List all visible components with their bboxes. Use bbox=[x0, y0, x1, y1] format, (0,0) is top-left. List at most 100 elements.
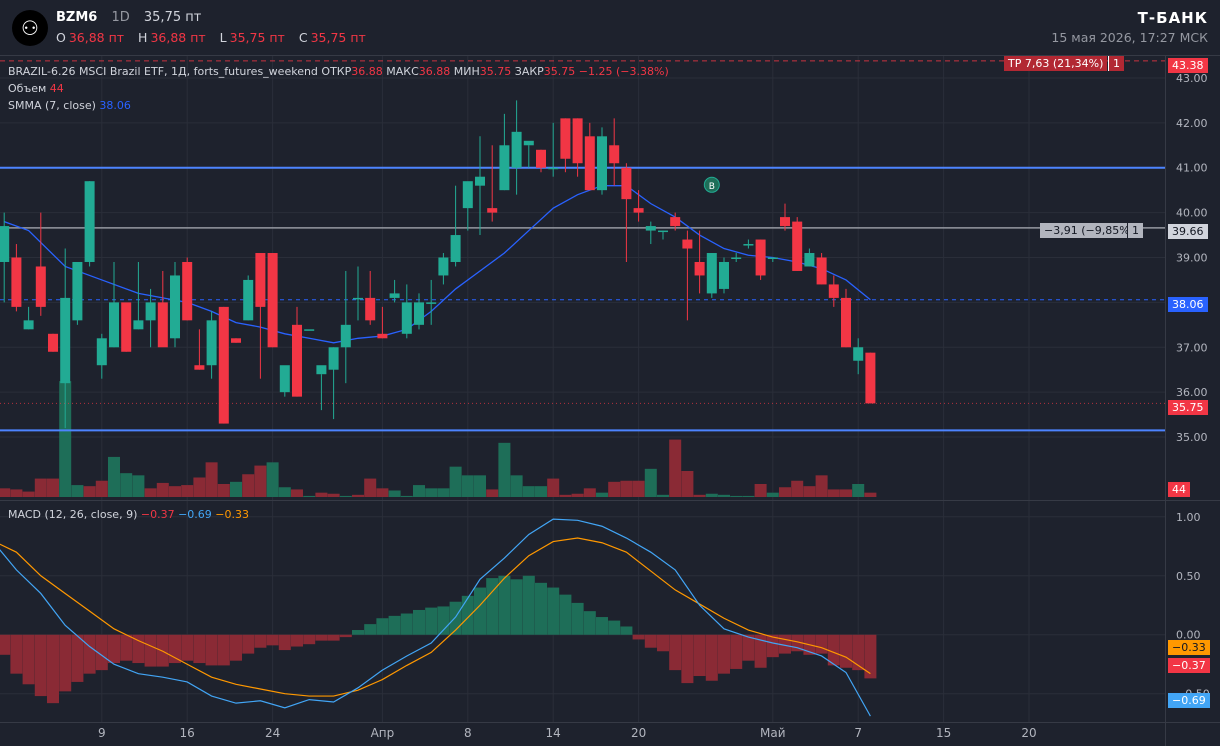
interval-label[interactable]: 1D bbox=[111, 10, 130, 25]
volume-bar bbox=[596, 492, 608, 497]
candle-body bbox=[780, 217, 790, 227]
volume-bar bbox=[583, 488, 596, 497]
ticker-symbol[interactable]: BZM6 bbox=[56, 10, 98, 25]
volume-bar bbox=[242, 474, 255, 497]
volume-bar bbox=[669, 439, 682, 497]
candle-body bbox=[719, 261, 729, 289]
price-tick-label: 39.00 bbox=[1176, 252, 1208, 265]
instrument-legend[interactable]: BRAZIL-6.26 MSCI Brazil ETF, 1Д, forts_f… bbox=[8, 65, 669, 78]
macd-histogram-bar bbox=[766, 634, 779, 658]
macd-histogram-bar bbox=[669, 634, 682, 671]
volume-bar bbox=[0, 488, 11, 497]
candle-body bbox=[462, 181, 473, 209]
candle-body bbox=[499, 145, 510, 191]
volume-bar bbox=[608, 481, 621, 497]
candle-body bbox=[84, 181, 95, 262]
change-value: −1.25 (−3.38%) bbox=[578, 65, 669, 78]
candle-body bbox=[658, 230, 668, 233]
macd-histogram-bar bbox=[461, 595, 474, 635]
volume-bar bbox=[718, 494, 730, 497]
candle-body bbox=[231, 338, 241, 343]
candle-body bbox=[96, 338, 107, 366]
macd-legend[interactable]: MACD (12, 26, close, 9) −0.37 −0.69 −0.3… bbox=[8, 508, 249, 521]
candle-body bbox=[621, 167, 632, 200]
macd-tick-label: 1.00 bbox=[1176, 511, 1201, 524]
macd-histogram-bar bbox=[498, 575, 511, 635]
candle-body bbox=[292, 324, 302, 397]
close-label: ЗАКР bbox=[514, 65, 544, 78]
position-badge[interactable]: −3,91 (−9,85%) bbox=[1040, 223, 1138, 238]
figure-icon: ⚇ bbox=[21, 16, 39, 40]
tp-count-badge[interactable]: 1 bbox=[1108, 56, 1124, 71]
open-label: ОТКР bbox=[321, 65, 352, 78]
volume-bar bbox=[364, 478, 377, 497]
volume-bar bbox=[217, 484, 230, 497]
volume-bar bbox=[352, 494, 364, 497]
volume-bar bbox=[547, 478, 560, 497]
ohlc-line: О 36,88 пт Н 36,88 пт L 35,75 пт C 35,75 пт bbox=[56, 30, 376, 45]
volume-bar bbox=[571, 493, 584, 497]
volume-bar bbox=[754, 484, 767, 497]
volume-bar bbox=[47, 478, 59, 497]
macd-histogram-bar bbox=[181, 634, 194, 661]
volume-bar bbox=[632, 480, 645, 497]
volume-bar bbox=[498, 442, 511, 497]
price-tick-label: 40.00 bbox=[1176, 207, 1208, 220]
candle-body bbox=[414, 302, 424, 325]
macd-histogram-bar bbox=[742, 634, 755, 661]
volume-bar bbox=[705, 493, 718, 497]
volume-bar bbox=[169, 486, 181, 497]
macd-histogram-bar bbox=[108, 634, 120, 664]
candle-body bbox=[731, 257, 742, 259]
macd-histogram-bar bbox=[352, 630, 364, 635]
volume-bar bbox=[486, 489, 499, 497]
macd-hist-legend-value: −0.37 bbox=[140, 508, 175, 521]
volume-bar bbox=[840, 489, 852, 497]
tp-badge[interactable]: TP 7,63 (21,34%) bbox=[1004, 56, 1108, 71]
time-tick-label: 14 bbox=[546, 726, 561, 740]
macd-histogram-bar bbox=[730, 634, 743, 669]
volume-bar bbox=[400, 495, 413, 497]
time-tick-label: 20 bbox=[631, 726, 646, 740]
low-value: 35,75 пт bbox=[229, 30, 285, 45]
volume-bar bbox=[644, 468, 657, 497]
candle-body bbox=[170, 275, 180, 339]
candle-body bbox=[35, 266, 46, 307]
macd-histogram-bar bbox=[535, 582, 547, 635]
candle-body bbox=[487, 208, 498, 213]
close-key: C bbox=[298, 30, 308, 45]
volume-bar bbox=[34, 478, 47, 497]
volume-bar bbox=[803, 486, 816, 497]
volume-bar bbox=[559, 494, 572, 497]
volume-bar bbox=[425, 488, 438, 497]
candle-body bbox=[475, 176, 485, 186]
smma-legend[interactable]: SMMA (7, close) 38.06 bbox=[8, 99, 131, 112]
candle-body bbox=[48, 333, 58, 352]
volume-bar bbox=[815, 475, 828, 497]
macd-histogram-bar bbox=[34, 634, 47, 697]
candle-body bbox=[706, 253, 717, 294]
macd-histogram-bar bbox=[681, 634, 694, 684]
volume-bar bbox=[742, 495, 755, 497]
candle-body bbox=[243, 279, 254, 321]
time-tick-label: 9 bbox=[98, 726, 106, 740]
candle-body bbox=[279, 365, 290, 393]
volume-bar bbox=[437, 488, 450, 497]
volume-legend[interactable]: Объем 44 bbox=[8, 82, 64, 95]
volume-bar bbox=[535, 486, 547, 497]
instrument-name: BRAZIL-6.26 MSCI Brazil ETF, 1Д, forts_f… bbox=[8, 65, 318, 78]
volume-bar bbox=[230, 481, 242, 497]
macd-histogram-bar bbox=[718, 634, 730, 674]
position-count-badge[interactable]: 1 bbox=[1127, 223, 1143, 238]
candle-body bbox=[304, 329, 315, 331]
macd-histogram-bar bbox=[608, 620, 621, 635]
candle-body bbox=[755, 239, 766, 276]
low-label: МИН bbox=[453, 65, 480, 78]
candle-body bbox=[145, 302, 156, 321]
volume-bar bbox=[681, 471, 694, 497]
time-tick-label: 8 bbox=[464, 726, 472, 740]
macd-histogram-bar bbox=[327, 634, 340, 641]
candle-body bbox=[828, 284, 839, 298]
candle-body bbox=[109, 302, 119, 348]
